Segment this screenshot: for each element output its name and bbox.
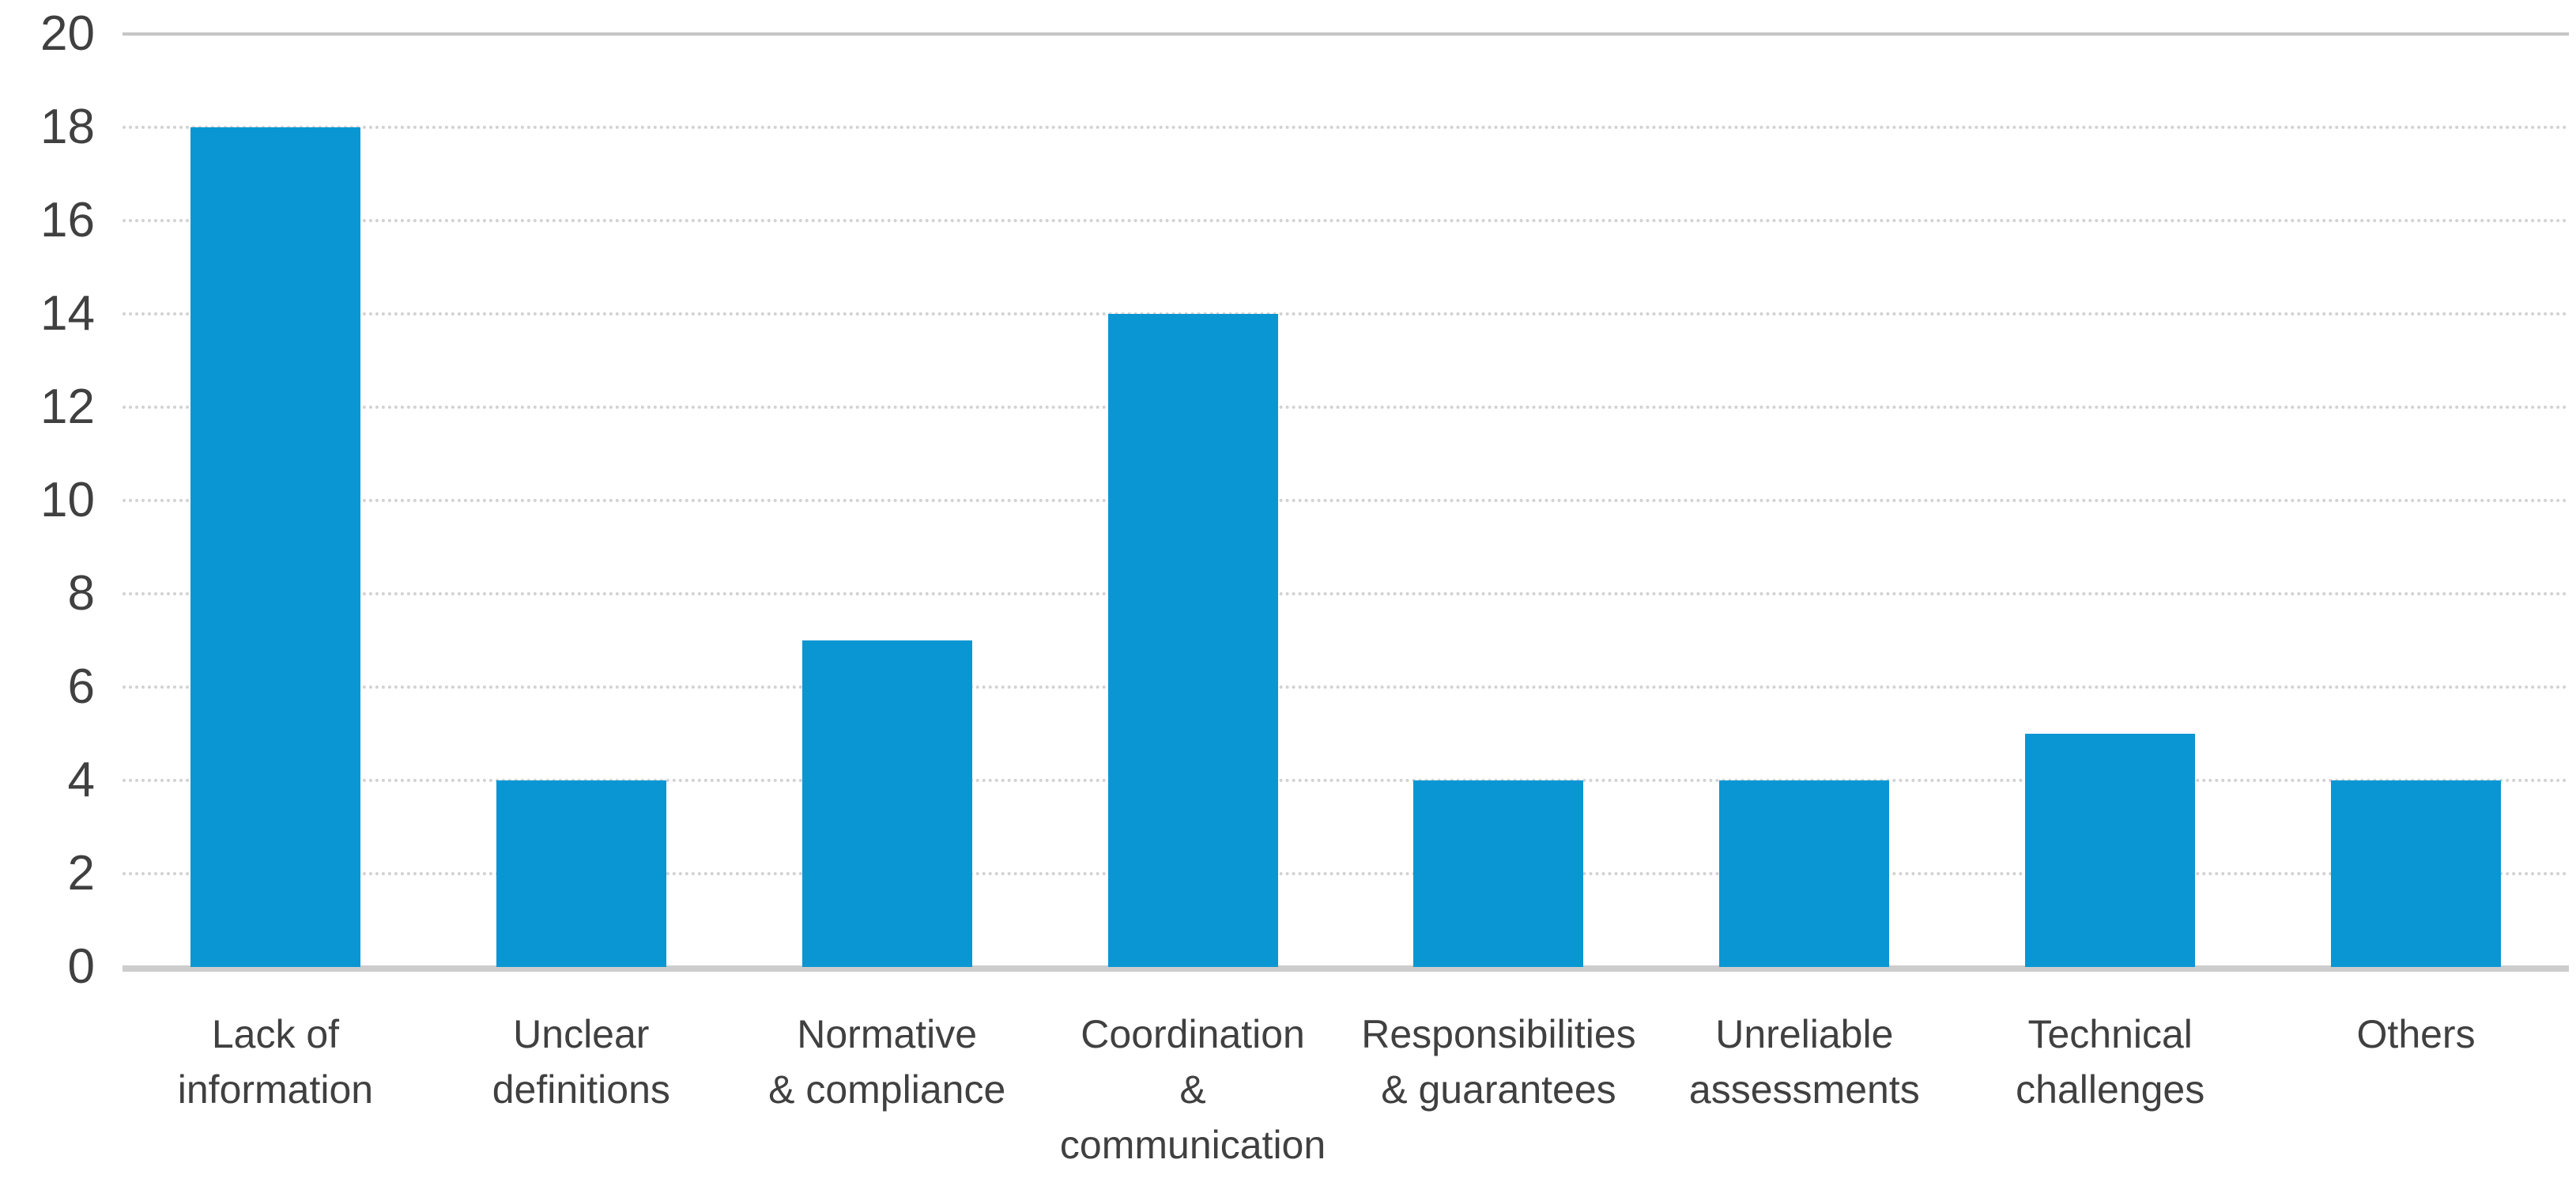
x-category-label: Lack of information — [177, 1012, 374, 1112]
x-category-label: Responsibilities & guarantees — [1361, 1012, 1636, 1112]
bar — [2025, 734, 2196, 967]
bar — [1719, 780, 1890, 967]
gridline — [123, 592, 2569, 595]
gridline — [123, 779, 2569, 782]
x-category-label: Normative & compliance — [768, 1012, 1006, 1112]
bar — [1107, 314, 1278, 967]
y-tick-label: 14 — [40, 286, 95, 341]
gridline — [123, 686, 2569, 689]
bar — [801, 640, 972, 967]
y-tick-label: 18 — [40, 100, 95, 154]
gridline — [123, 312, 2569, 315]
gridline — [123, 872, 2569, 875]
bar — [2331, 780, 2502, 967]
x-category-label: Coordination & communication — [1059, 1012, 1326, 1167]
y-tick-label: 8 — [67, 566, 95, 621]
gridline — [123, 219, 2569, 222]
y-tick-label: 0 — [67, 939, 95, 994]
bar — [190, 127, 360, 967]
y-tick-label: 2 — [67, 846, 95, 901]
bar — [496, 780, 666, 967]
x-category-label: Unreliable assessments — [1688, 1012, 1920, 1112]
bar — [1413, 780, 1584, 967]
y-tick-label: 16 — [40, 193, 95, 247]
gridline — [123, 126, 2569, 129]
x-axis-baseline — [123, 965, 2569, 972]
y-tick-label: 4 — [67, 753, 95, 807]
y-tick-label: 12 — [40, 380, 95, 434]
y-tick-label: 20 — [40, 6, 95, 61]
gridline — [123, 32, 2569, 36]
x-category-label: Technical challenges — [2016, 1012, 2205, 1112]
x-category-label: Unclear definitions — [492, 1012, 670, 1112]
x-category-label: Others — [2356, 1012, 2476, 1056]
gridline — [123, 499, 2569, 502]
y-tick-label: 6 — [67, 659, 95, 714]
y-tick-label: 10 — [40, 473, 95, 527]
gridline — [123, 406, 2569, 409]
